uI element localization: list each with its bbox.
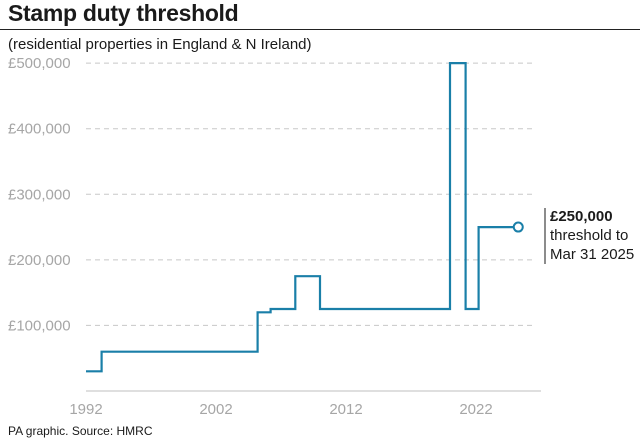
- y-tick-label: £300,000: [8, 186, 71, 203]
- chart-subtitle: (residential properties in England & N I…: [8, 36, 312, 53]
- annotation-text: Mar 31 2025: [550, 246, 634, 263]
- end-marker: [512, 221, 524, 233]
- y-tick-label: £400,000: [8, 121, 71, 138]
- annotation-text: threshold to: [550, 227, 628, 244]
- x-tick-label: 2022: [459, 401, 492, 418]
- title-divider: [0, 29, 640, 30]
- x-axis-labels: 1992 2002 2012 2022: [69, 401, 492, 418]
- x-tick-label: 2012: [329, 401, 362, 418]
- series-layer: [86, 62, 519, 373]
- chart-title: Stamp duty threshold: [8, 0, 239, 26]
- annotation-value: £250,000: [550, 208, 613, 225]
- source-credit: PA graphic. Source: HMRC: [8, 424, 153, 438]
- y-axis-labels: £100,000 £200,000 £300,000 £400,000 £500,000: [8, 55, 71, 334]
- y-tick-label: £200,000: [8, 252, 71, 269]
- annotation: £250,000 threshold to Mar 31 2025: [512, 208, 634, 264]
- x-tick-label: 2002: [199, 401, 232, 418]
- x-tick-label: 1992: [69, 401, 102, 418]
- y-tick-label: £500,000: [8, 55, 71, 72]
- y-tick-label: £100,000: [8, 317, 71, 334]
- series-line: [86, 62, 519, 373]
